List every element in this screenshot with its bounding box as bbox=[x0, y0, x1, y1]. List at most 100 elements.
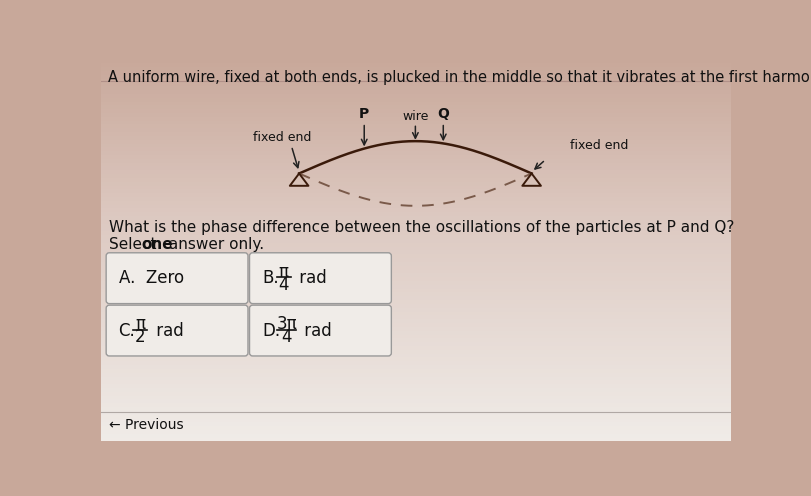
Bar bbox=[101, 392, 730, 396]
Bar bbox=[101, 90, 730, 94]
Bar bbox=[101, 174, 730, 178]
Text: one: one bbox=[141, 237, 173, 251]
Bar bbox=[101, 327, 730, 331]
Bar bbox=[101, 342, 730, 346]
Bar bbox=[101, 201, 730, 205]
Bar bbox=[101, 155, 730, 159]
Bar bbox=[101, 258, 730, 262]
Text: Select: Select bbox=[109, 237, 161, 251]
Text: P: P bbox=[358, 107, 369, 121]
Bar bbox=[101, 250, 730, 254]
Bar bbox=[101, 415, 730, 419]
Bar bbox=[101, 140, 730, 143]
Bar bbox=[101, 60, 730, 63]
Bar bbox=[101, 399, 730, 403]
Bar bbox=[101, 75, 730, 78]
Bar bbox=[101, 273, 730, 277]
Bar bbox=[101, 243, 730, 247]
Bar bbox=[101, 228, 730, 231]
Bar bbox=[101, 411, 730, 415]
Bar bbox=[101, 159, 730, 163]
FancyBboxPatch shape bbox=[106, 253, 247, 304]
Bar bbox=[101, 419, 730, 422]
Text: D.: D. bbox=[262, 321, 280, 340]
Bar bbox=[101, 300, 730, 304]
Bar bbox=[101, 205, 730, 208]
Text: A.  Zero: A. Zero bbox=[118, 269, 183, 287]
Bar bbox=[101, 86, 730, 90]
Bar bbox=[101, 369, 730, 372]
Bar bbox=[101, 186, 730, 189]
FancyBboxPatch shape bbox=[249, 253, 391, 304]
Bar bbox=[101, 182, 730, 186]
Bar bbox=[101, 426, 730, 430]
Bar bbox=[101, 304, 730, 308]
Text: fixed end: fixed end bbox=[252, 131, 311, 144]
Bar bbox=[101, 67, 730, 71]
Bar bbox=[101, 358, 730, 361]
Bar bbox=[101, 247, 730, 250]
Bar bbox=[101, 254, 730, 258]
Bar bbox=[101, 308, 730, 311]
Text: What is the phase difference between the oscillations of the particles at P and : What is the phase difference between the… bbox=[109, 220, 734, 235]
Text: fixed end: fixed end bbox=[569, 139, 628, 152]
Text: wire: wire bbox=[401, 110, 428, 123]
Text: Q: Q bbox=[437, 107, 448, 121]
Bar bbox=[101, 82, 730, 86]
FancyBboxPatch shape bbox=[249, 305, 391, 356]
Bar bbox=[101, 350, 730, 354]
Text: 3π: 3π bbox=[276, 315, 297, 333]
Bar bbox=[101, 102, 730, 105]
Text: ← Previous: ← Previous bbox=[109, 418, 183, 433]
Bar bbox=[101, 124, 730, 128]
Text: A uniform wire, fixed at both ends, is plucked in the middle so that it vibrates: A uniform wire, fixed at both ends, is p… bbox=[108, 70, 811, 85]
Bar bbox=[101, 117, 730, 121]
Bar bbox=[101, 376, 730, 380]
Bar bbox=[101, 293, 730, 296]
Bar bbox=[101, 189, 730, 193]
Bar bbox=[101, 63, 730, 67]
Text: rad: rad bbox=[294, 269, 327, 287]
Bar bbox=[101, 94, 730, 98]
Bar bbox=[101, 212, 730, 216]
Bar bbox=[101, 384, 730, 388]
Bar bbox=[101, 365, 730, 369]
Bar bbox=[101, 128, 730, 132]
Bar bbox=[101, 437, 730, 441]
Bar bbox=[101, 239, 730, 243]
Bar bbox=[101, 430, 730, 434]
Bar bbox=[101, 277, 730, 281]
Bar bbox=[101, 354, 730, 358]
Bar bbox=[101, 98, 730, 102]
Bar bbox=[101, 281, 730, 285]
FancyBboxPatch shape bbox=[106, 305, 247, 356]
Bar bbox=[101, 170, 730, 174]
Bar bbox=[101, 121, 730, 124]
Bar bbox=[101, 147, 730, 151]
Bar bbox=[101, 296, 730, 300]
Text: rad: rad bbox=[151, 321, 183, 340]
Bar bbox=[101, 163, 730, 167]
Bar bbox=[101, 231, 730, 235]
Bar bbox=[101, 262, 730, 266]
Bar bbox=[101, 197, 730, 201]
Bar bbox=[101, 319, 730, 323]
Text: 4: 4 bbox=[281, 328, 292, 347]
Text: π: π bbox=[135, 315, 145, 333]
Bar bbox=[101, 151, 730, 155]
Text: answer only.: answer only. bbox=[164, 237, 264, 251]
Bar bbox=[101, 193, 730, 197]
Bar bbox=[101, 136, 730, 140]
Bar bbox=[101, 361, 730, 365]
Bar bbox=[101, 220, 730, 224]
Text: 4: 4 bbox=[278, 276, 289, 294]
Bar bbox=[101, 331, 730, 334]
Bar bbox=[101, 285, 730, 289]
Bar bbox=[101, 143, 730, 147]
Bar bbox=[101, 113, 730, 117]
Bar bbox=[101, 315, 730, 319]
Bar bbox=[101, 422, 730, 426]
Bar bbox=[101, 334, 730, 338]
Bar bbox=[101, 403, 730, 407]
Bar bbox=[101, 132, 730, 136]
